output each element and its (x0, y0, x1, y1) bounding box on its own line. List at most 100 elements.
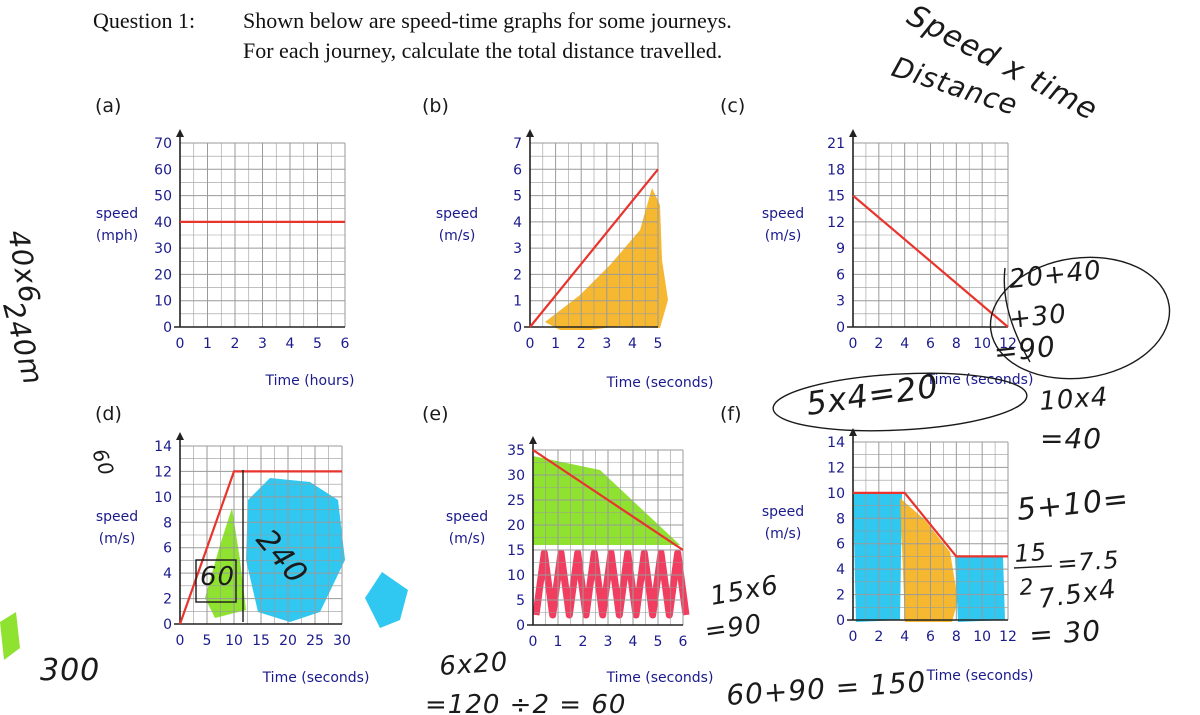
y-tick-label: 0 (163, 617, 172, 633)
y-axis-label: speed (96, 206, 138, 222)
x-axis-label: Time (seconds) (926, 668, 1034, 684)
y-axis-label: speed (96, 509, 138, 525)
question-line-1: Shown below are speed-time graphs for so… (243, 8, 732, 33)
x-tick-label: 8 (952, 336, 961, 352)
x-tick-label: 4 (629, 634, 638, 650)
y-axis-arrow (176, 432, 184, 440)
x-tick-label: 5 (203, 633, 212, 649)
y-tick-label: 10 (154, 490, 172, 506)
y-axis-label: speed (436, 206, 478, 222)
x-tick-label: 30 (333, 633, 351, 649)
y-tick-label: 1 (513, 294, 522, 310)
handwritten-fraction-bar (1013, 565, 1053, 569)
y-tick-label: 10 (827, 486, 845, 502)
y-tick-label: 25 (507, 493, 525, 509)
y-tick-label: 7 (513, 136, 522, 152)
y-axis-unit: (mph) (96, 228, 138, 244)
handwritten-c-work-3: =90 (992, 330, 1057, 369)
data-line (529, 168, 659, 328)
x-tick-label: 12 (999, 629, 1017, 645)
y-tick-label: 20 (154, 267, 172, 283)
y-tick-label: 8 (163, 515, 172, 531)
x-tick-label: 5 (313, 336, 322, 352)
x-tick-label: 15 (252, 633, 270, 649)
y-tick-label: 5 (513, 189, 522, 205)
handwritten-d-small: 60 (200, 562, 235, 592)
x-tick-label: 0 (529, 634, 538, 650)
y-tick-label: 35 (507, 443, 525, 459)
x-tick-label: 0 (849, 629, 858, 645)
handwritten-circle-c (989, 256, 1171, 380)
y-tick-label: 0 (836, 320, 845, 336)
x-tick-label: 3 (604, 634, 613, 650)
x-tick-label: 6 (341, 336, 350, 352)
handwritten-left-bottom: 300 (40, 653, 100, 688)
x-tick-label: 10 (973, 336, 991, 352)
y-tick-label: 0 (163, 320, 172, 336)
y-tick-label: 9 (836, 241, 845, 257)
y-axis-unit: (m/s) (765, 526, 802, 542)
x-tick-label: 10 (225, 633, 243, 649)
x-tick-label: 5 (654, 634, 663, 650)
panel-label: (a) (95, 95, 121, 117)
x-axis-label: Time (seconds) (926, 372, 1034, 388)
handwritten-f-work-1: 5+10= (1015, 481, 1131, 528)
y-axis-unit: (m/s) (449, 531, 486, 547)
x-tick-label: 25 (306, 633, 324, 649)
y-axis-unit: (m/s) (99, 531, 136, 547)
handwritten-e-bottom-1: 6x20 (438, 647, 509, 682)
y-axis-label: speed (446, 509, 488, 525)
y-axis-unit: (m/s) (439, 228, 476, 244)
handwritten-e-work-2: =90 (703, 609, 764, 647)
y-tick-label: 4 (513, 215, 522, 231)
x-tick-label: 0 (176, 336, 185, 352)
data-line (178, 470, 342, 625)
panel-label: (f) (720, 403, 742, 425)
y-axis-label: speed (762, 504, 804, 520)
cyan-shading-f (853, 492, 902, 622)
x-tick-label: 3 (258, 336, 267, 352)
handwritten-f-work-2c: 2 (1019, 575, 1036, 601)
y-tick-label: 60 (154, 162, 172, 178)
y-tick-label: 14 (154, 439, 172, 455)
y-tick-label: 50 (154, 189, 172, 205)
x-tick-label: 2 (231, 336, 240, 352)
x-tick-label: 3 (602, 336, 611, 352)
y-tick-label: 40 (154, 215, 172, 231)
y-axis-arrow (849, 428, 857, 436)
green-shape-left-edge (0, 612, 20, 660)
coloured-shading-layer (0, 188, 1005, 660)
panel-label: (e) (422, 403, 449, 425)
panel-label: (b) (422, 95, 449, 117)
x-tick-label: 8 (952, 629, 961, 645)
x-tick-label: 6 (679, 634, 688, 650)
y-tick-label: 2 (163, 592, 172, 608)
y-tick-label: 4 (163, 566, 172, 582)
handwritten-f-work-4: = 30 (1028, 614, 1102, 652)
x-tick-label: 6 (926, 336, 935, 352)
handwritten-e-bottom-3: 60+90 = 150 (725, 665, 927, 712)
handwritten-e-bottom-2: =120 ÷2 = 60 (425, 690, 626, 715)
handwritten-box-d (195, 559, 237, 603)
handwritten-e-work-1: 15x6 (708, 570, 781, 612)
y-tick-label: 6 (836, 267, 845, 283)
y-tick-label: 12 (827, 215, 845, 231)
chart-d: 0 5 10 15 20 25 30 0 2 4 6 8 10 12 14 speed (m/s) Time (s… (95, 403, 369, 686)
cyan-shape-d-outside (365, 572, 408, 628)
handwritten-c-right-2: =40 (1040, 422, 1102, 455)
data-line (853, 491, 1008, 558)
y-tick-label: 2 (836, 588, 845, 604)
x-tick-label: 1 (551, 336, 560, 352)
x-tick-label: 4 (628, 336, 637, 352)
x-tick-label: 2 (579, 634, 588, 650)
cyan-shading-f-right (955, 556, 1005, 622)
y-tick-label: 30 (507, 468, 525, 484)
x-tick-label: 1 (203, 336, 212, 352)
y-tick-label: 6 (836, 537, 845, 553)
y-tick-label: 30 (154, 241, 172, 257)
handwritten-c-circle: 5x4=20 (804, 367, 941, 423)
x-axis-label: Time (seconds) (262, 670, 370, 686)
